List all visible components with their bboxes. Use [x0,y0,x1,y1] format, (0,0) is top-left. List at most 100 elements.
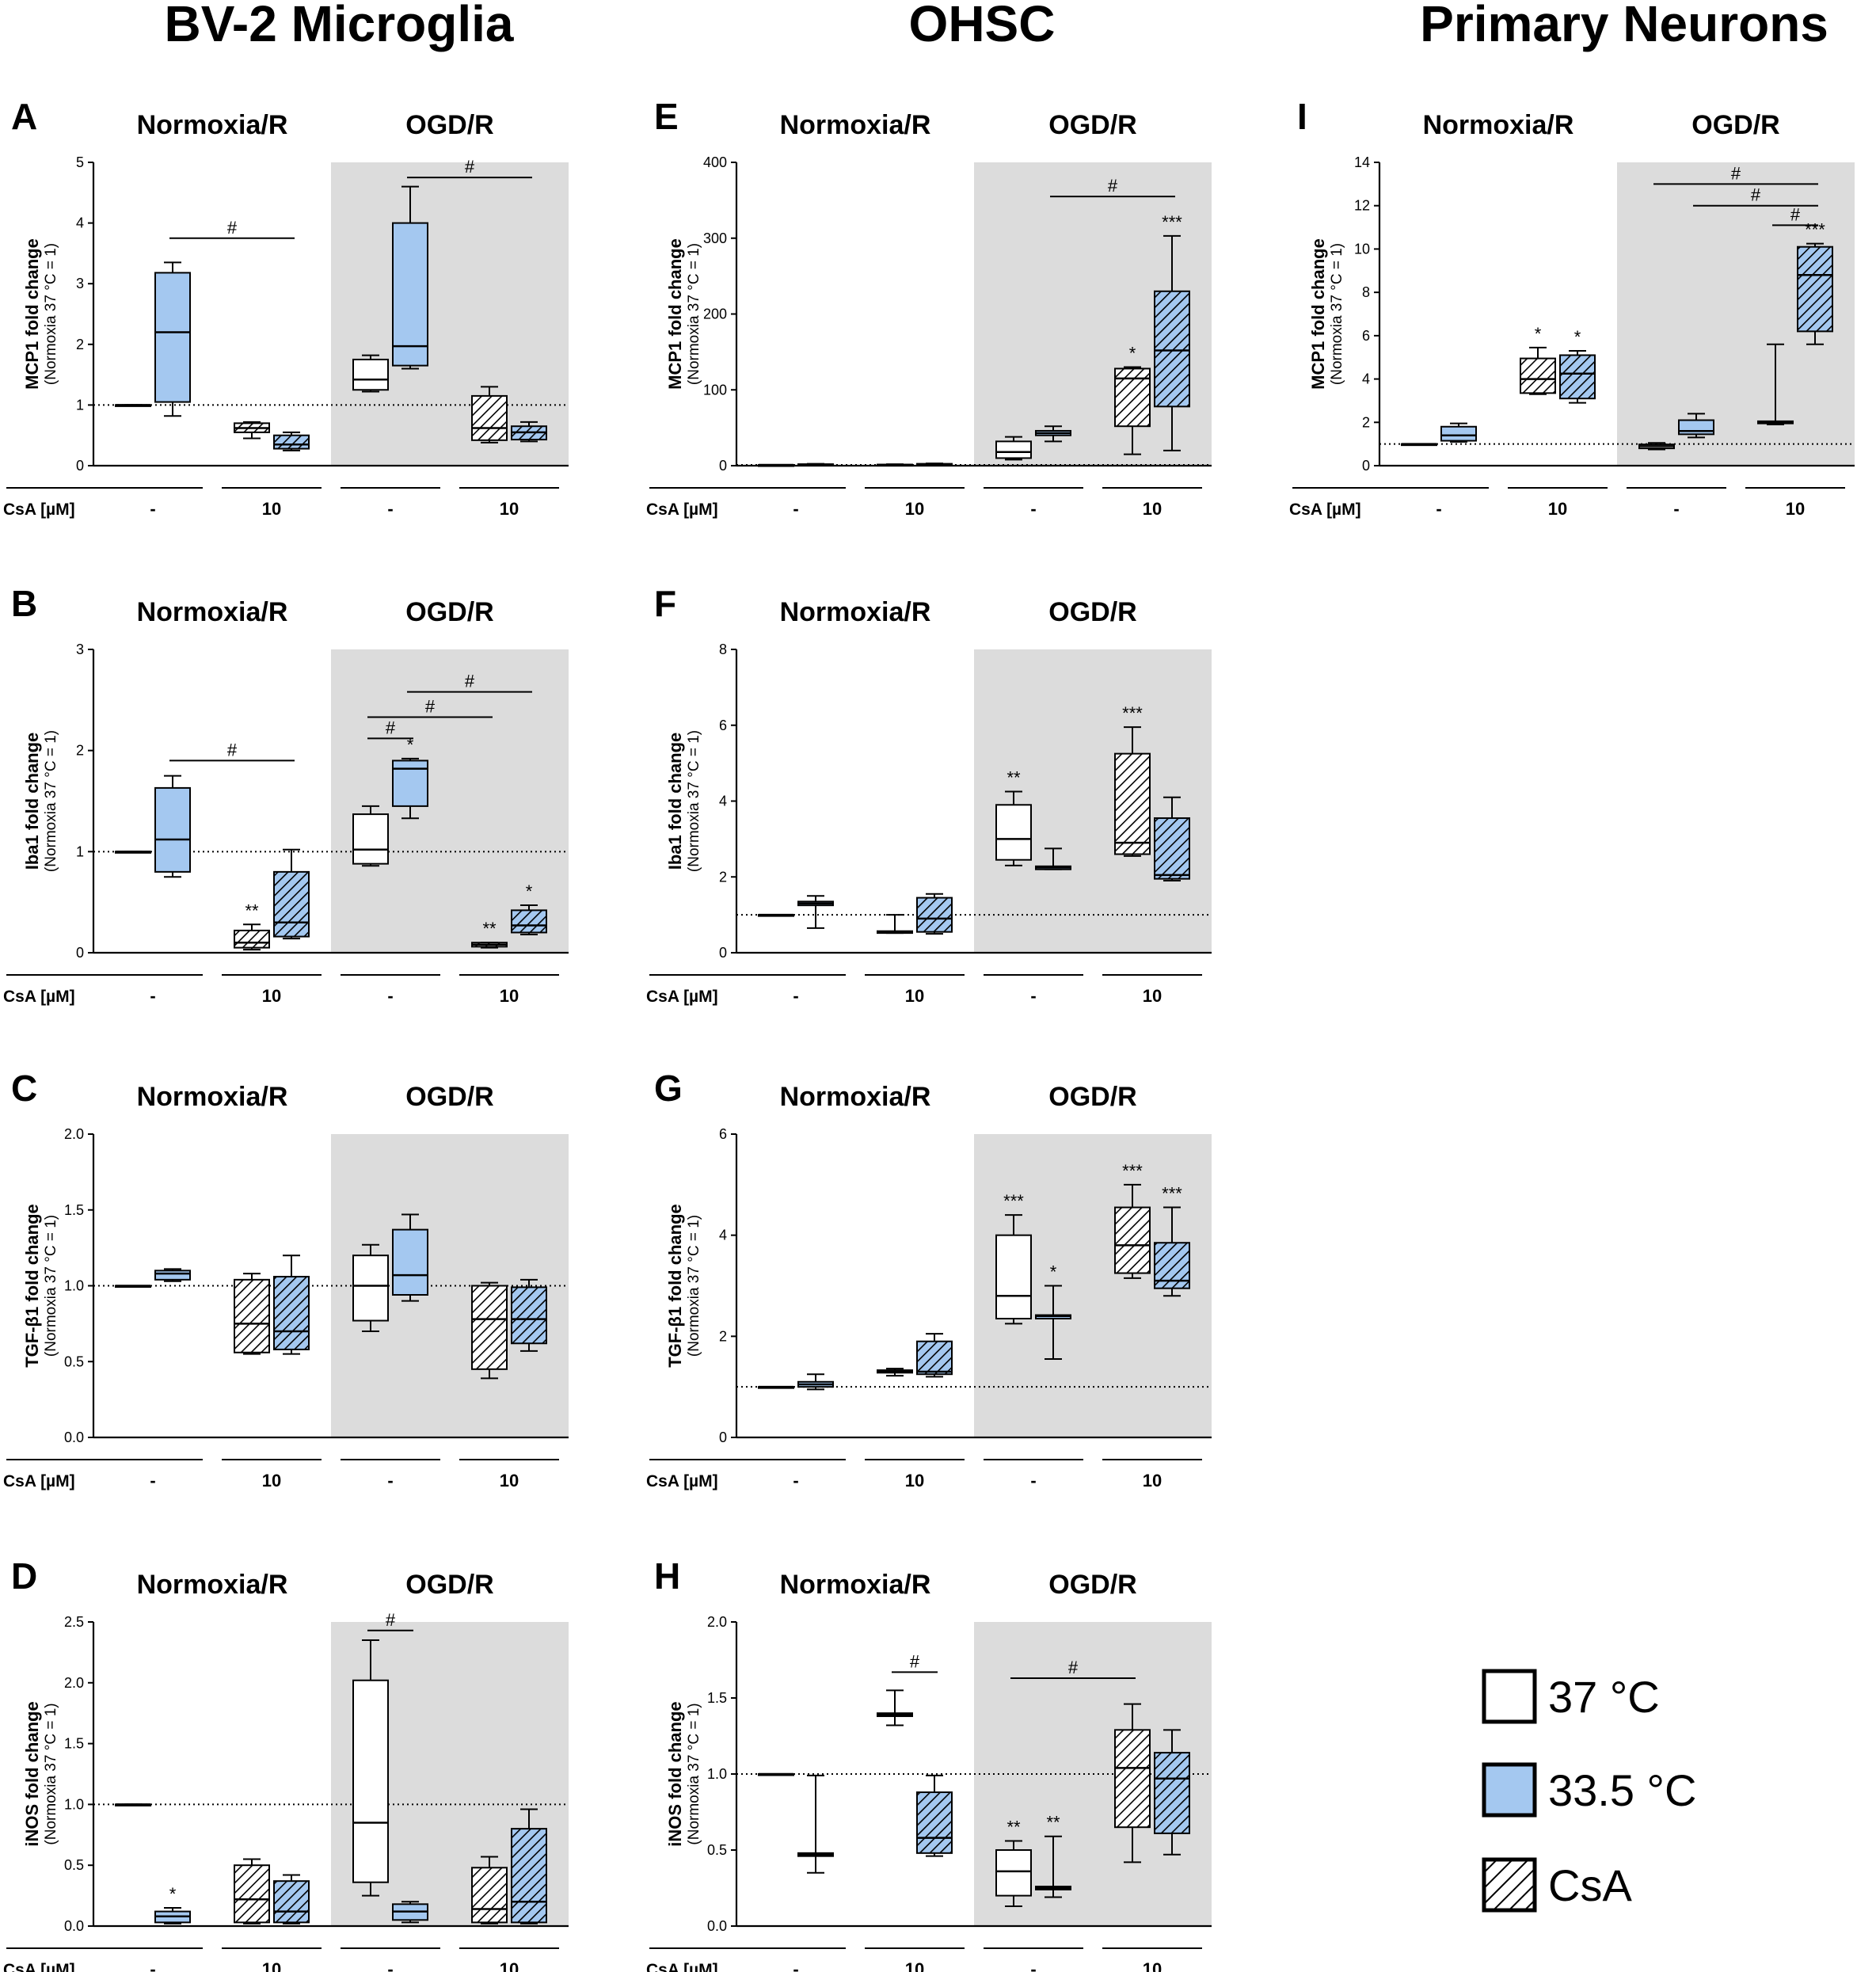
panel-e-csa-level-0: - [793,499,798,519]
legend-swatch-csa [1482,1857,1537,1913]
panel-b-csa-level-2: - [387,986,393,1006]
panel-b-ogd-background [331,649,569,953]
panel-a-ytick-label-4: 4 [76,215,84,231]
panel-h-bracket-label-0: # [910,1651,920,1671]
panel-a-box-6 [392,185,428,370]
panel-a-ytick-label-3: 3 [76,276,84,291]
panel-h-ytick-label-0: 0.0 [707,1918,727,1934]
panel-e-box-7-iqr [1114,367,1151,428]
panel-a-group-normoxia: Normoxia/R [137,110,288,140]
legend-label-csa: CsA [1548,1860,1632,1910]
panel-a-box-6-iqr [392,222,428,367]
panel-a-ytick-label-0: 0 [76,458,84,474]
panel-i-ytick-label-4: 8 [1362,284,1370,300]
panel-f-ylabel: Iba1 fold change [665,733,685,870]
panel-b-ytick-label-1: 1 [76,843,84,859]
panel-f-csa-level-2: - [1030,986,1036,1006]
panel-h-box-3 [877,1689,913,1726]
panel-f-ylabel-sub: (Normoxia 37 °C = 1) [686,730,702,872]
panel-c-box-8-iqr [511,1286,547,1345]
panel-c-ylabel-sub: (Normoxia 37 °C = 1) [43,1215,59,1357]
panel-d: D Normoxia/R OGD/R 0.0 0.5 1.0 1.5 2.0 2.5 iNOS f… [3,1555,569,1972]
panel-h-box-5-iqr [995,1849,1032,1897]
panel-a-box-4 [273,431,310,451]
panel-a-csa-level-3: 10 [500,499,519,519]
panel-d-group-ogd: OGD/R [405,1570,493,1600]
panel-g-csa-level-0: - [793,1471,798,1490]
panel-a-ylabel-sub: (Normoxia 37 °C = 1) [43,243,59,385]
panel-g-ylabel: TGF-β1 fold change [665,1204,685,1368]
panel-e-letter: E [654,96,679,137]
panel-i-ytick-label-0: 0 [1362,458,1370,474]
panel-f-box-7-iqr [1114,752,1151,855]
panel-c-box-2-iqr [154,1270,191,1281]
panel-h-ytick-label-1: 0.5 [707,1842,727,1858]
panel-d-ytick-label-4: 2.0 [64,1675,84,1691]
panel-e-box-8-iqr [1154,290,1190,408]
panel-a-ogd-background [331,162,569,466]
panel-f-ytick-label-2: 4 [719,794,727,809]
panel-a-box-7-iqr [471,394,508,441]
panel-a-csa-level-0: - [150,499,155,519]
panel-i-box-2-iqr [1440,425,1477,442]
panel-i-ytick-label-2: 4 [1362,371,1370,387]
panel-d-box-5 [352,1639,389,1897]
panel-h-bracket-label-1: # [1068,1658,1079,1677]
panel-g: G Normoxia/R OGD/R 0 2 4 6 TGF-β1 fold change (N… [646,1068,1212,1490]
panel-c-csa-level-3: 10 [500,1471,519,1490]
panel-e-box-3 [877,463,913,467]
panel-b-significance-3: * [526,881,533,901]
panel-e-box-8 [1154,234,1190,451]
panel-e-csa-level-2: - [1030,499,1036,519]
panel-d-box-8-iqr [511,1828,547,1924]
panel-d-box-4 [273,1874,310,1924]
column-title-primary-neurons: Primary Neurons [1420,0,1828,52]
panel-b-significance-1: * [407,735,414,755]
panel-i-ytick-label-1: 2 [1362,414,1370,430]
panel-d-group-normoxia: Normoxia/R [137,1570,288,1600]
panel-a-csa-level-1: 10 [262,499,281,519]
panel-f-box-8-iqr [1154,817,1190,880]
panel-c-ytick-label-1: 0.5 [64,1353,84,1369]
panel-b-box-2-iqr [154,786,191,873]
panel-g-box-6 [1035,1285,1071,1361]
panel-a-bracket-label-1: # [465,157,475,177]
panel-g-box-7-iqr [1114,1206,1151,1274]
panel-d-ylabel: iNOS fold change [22,1701,42,1846]
panel-d-box-5-iqr [352,1679,389,1883]
panel-f-ytick-label-0: 0 [719,945,727,961]
panel-g-box-8 [1154,1206,1190,1297]
panel-d-letter: D [11,1555,37,1597]
panel-h-box-2 [797,1774,834,1874]
panel-h-significance-1: ** [1046,1813,1060,1833]
panel-c-box-6-iqr [392,1228,428,1296]
panel-a-ytick-label-5: 5 [76,154,84,170]
panel-b: B Normoxia/R OGD/R 0 1 2 3 Iba1 fold change (Nor… [3,583,569,1006]
panel-b-significance-0: ** [245,900,259,920]
panel-c-ytick-label-0: 0.0 [64,1430,84,1445]
panel-h: H Normoxia/R OGD/R 0.0 0.5 1.0 1.5 2.0 iNOS fold… [646,1555,1212,1972]
panel-h-csa-level-1: 10 [905,1959,924,1972]
panel-g-ytick-label-3: 6 [719,1126,727,1142]
panel-b-box-1 [115,851,151,854]
panel-h-csa-level-2: - [1030,1959,1036,1972]
panel-a-box-1 [115,404,151,407]
panel-e: E Normoxia/R OGD/R 0 100 200 300 400 MCP1 fold c… [646,96,1212,519]
panel-d-box-4-iqr [273,1880,310,1924]
panel-i-ylabel-sub: (Normoxia 37 °C = 1) [1329,243,1345,385]
panel-e-ylabel-sub: (Normoxia 37 °C = 1) [686,243,702,385]
panel-h-group-normoxia: Normoxia/R [780,1570,931,1600]
panel-a-bracket-label-0: # [227,218,238,238]
panel-f-letter: F [654,583,676,624]
panel-i-box-4-iqr [1559,354,1596,400]
panel-i-box-6-iqr [1678,419,1714,436]
panel-h-box-8-iqr [1154,1752,1190,1834]
panel-f-box-8 [1154,796,1190,882]
panel-d-csa-label: CsA [µM] [3,1961,75,1972]
panel-b-box-3-iqr [234,929,270,949]
panel-g-group-ogd: OGD/R [1048,1082,1136,1112]
panel-h-ytick-label-4: 2.0 [707,1614,727,1630]
panel-h-box-1 [758,1772,794,1776]
panel-i-letter: I [1297,96,1307,137]
panel-f-box-3 [877,914,913,935]
